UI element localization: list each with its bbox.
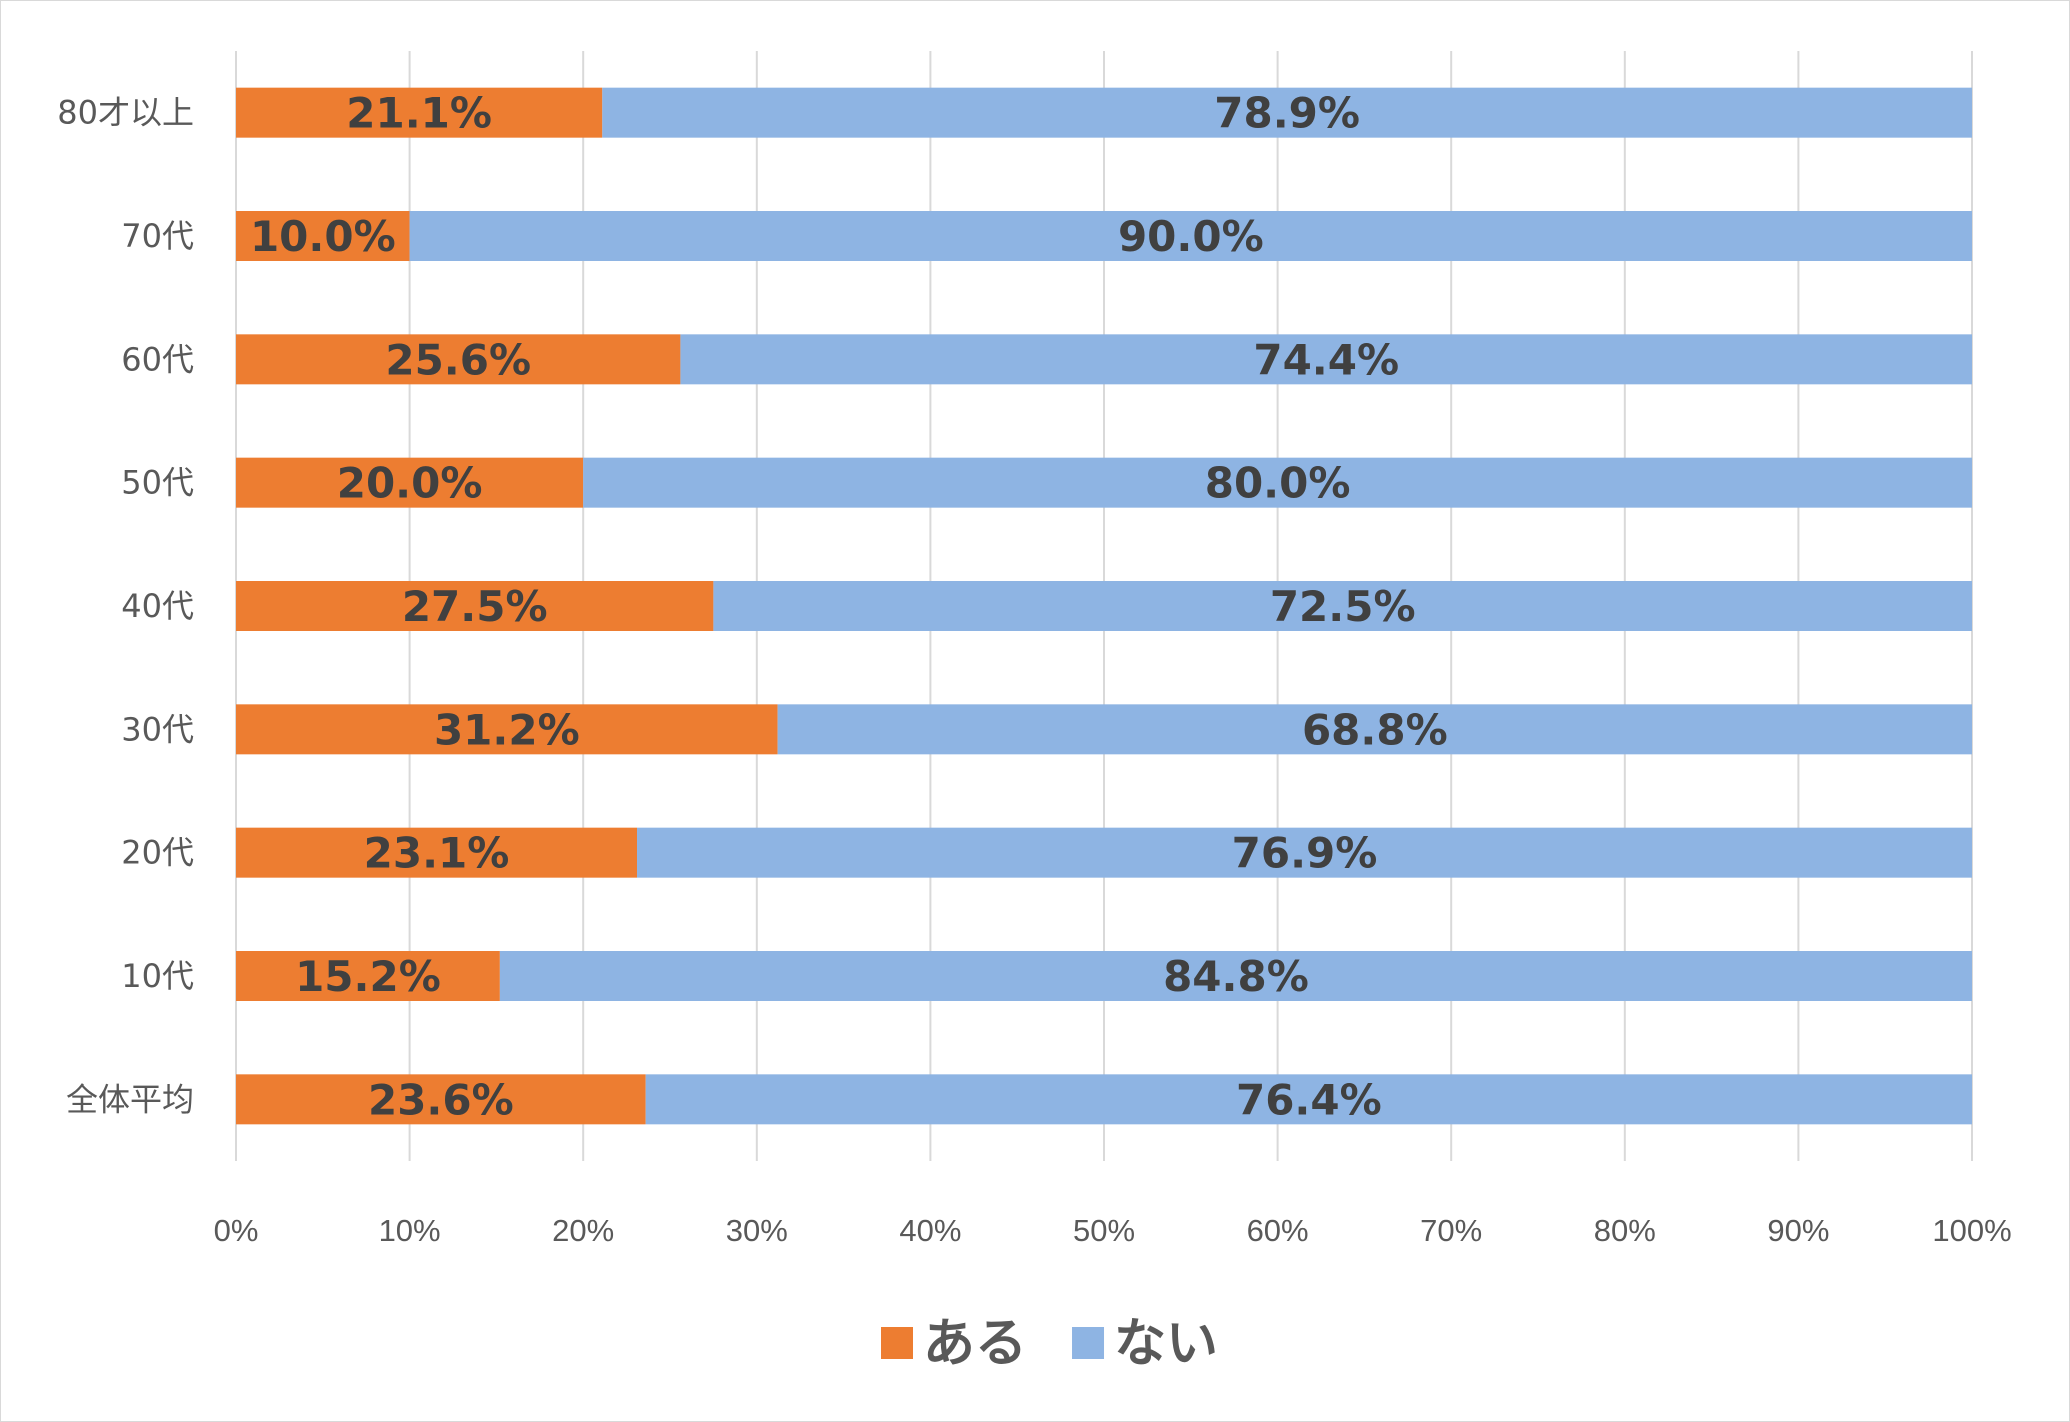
legend-label: ない xyxy=(1114,1314,1218,1374)
bar-segment-aru xyxy=(236,704,778,755)
x-tick-label: 100% xyxy=(1932,1213,2011,1248)
bars xyxy=(236,87,1973,1125)
data-label: 31.2% xyxy=(434,705,580,754)
data-label: 23.1% xyxy=(364,829,510,878)
data-label: 78.9% xyxy=(1214,89,1360,138)
bar-segment-nai xyxy=(713,581,1972,631)
data-label: 76.9% xyxy=(1232,829,1378,878)
category-label: 80才以上 xyxy=(57,94,194,132)
data-labels: 21.1% 78.9% 10.0% 90.0% 25.6% 74.4% 20.0% 80.0%… xyxy=(250,89,1448,1125)
bar-segment-nai xyxy=(583,457,1973,508)
bar-segment-nai xyxy=(409,211,1973,261)
data-label: 21.1% xyxy=(346,89,492,138)
bar-segment-nai xyxy=(499,951,1972,1001)
x-tick-label: 0% xyxy=(214,1213,259,1248)
bar-segment-nai xyxy=(680,334,1972,385)
x-tick-label: 90% xyxy=(1767,1213,1829,1248)
category-label: 30代 xyxy=(121,710,194,748)
bar-segment-nai xyxy=(602,87,1972,138)
bar-segment-aru xyxy=(236,457,584,508)
data-label: 25.6% xyxy=(385,335,531,384)
bar-segment-aru xyxy=(236,581,714,631)
bar-segment-aru xyxy=(236,1074,646,1125)
legend-label: ある xyxy=(923,1314,1027,1374)
x-tick-label: 60% xyxy=(1247,1213,1309,1248)
x-tick-label: 70% xyxy=(1420,1213,1482,1248)
category-label: 60代 xyxy=(121,340,194,378)
bar-segment-nai xyxy=(645,1074,1972,1125)
category-label: 70代 xyxy=(121,217,194,255)
data-label: 15.2% xyxy=(295,952,441,1001)
category-label: 10代 xyxy=(121,957,194,995)
data-label: 84.8% xyxy=(1163,952,1309,1001)
data-label: 80.0% xyxy=(1205,459,1351,508)
data-label: 10.0% xyxy=(250,212,396,261)
bar-segment-aru xyxy=(236,827,638,878)
bar-segment-aru xyxy=(236,951,500,1001)
data-label: 20.0% xyxy=(337,459,483,508)
category-label: 全体平均 xyxy=(66,1080,194,1118)
data-label: 23.6% xyxy=(368,1075,514,1124)
data-label: 74.4% xyxy=(1253,335,1399,384)
data-label: 68.8% xyxy=(1302,705,1448,754)
data-label: 72.5% xyxy=(1270,582,1416,631)
bar-segment-aru xyxy=(236,211,410,261)
bar-segment-aru xyxy=(236,334,681,385)
bar-segment-nai xyxy=(637,827,1972,878)
value-axis: 0% 10% 20% 30% 40% 50% 60% 70% 80% 90% 100% xyxy=(214,1213,2012,1248)
category-label: 40代 xyxy=(121,587,194,625)
x-tick-label: 50% xyxy=(1073,1213,1135,1248)
legend-swatch xyxy=(881,1327,913,1359)
data-label: 76.4% xyxy=(1236,1075,1382,1124)
data-label: 27.5% xyxy=(402,582,548,631)
x-tick-label: 80% xyxy=(1594,1213,1656,1248)
category-label: 20代 xyxy=(121,834,194,872)
x-tick-label: 30% xyxy=(726,1213,788,1248)
legend-swatch xyxy=(1072,1327,1105,1359)
x-tick-label: 40% xyxy=(899,1213,961,1248)
x-tick-label: 20% xyxy=(552,1213,614,1248)
x-tick-label: 10% xyxy=(379,1213,441,1248)
category-label: 50代 xyxy=(121,464,194,502)
bar-segment-nai xyxy=(777,704,1972,755)
data-label: 90.0% xyxy=(1118,212,1264,261)
bar-segment-aru xyxy=(236,87,603,138)
legend: ある ない xyxy=(881,1314,1218,1374)
